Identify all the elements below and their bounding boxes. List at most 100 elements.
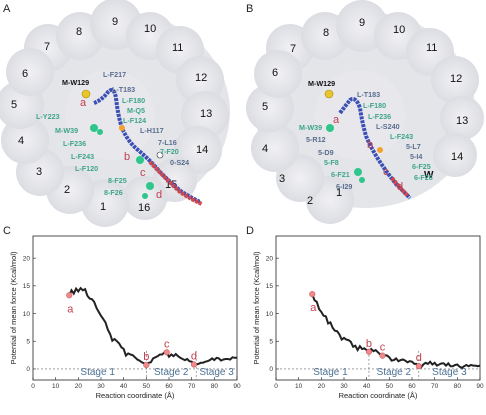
residue-label: M-W39 — [299, 123, 322, 132]
pathway-point-marker — [415, 363, 422, 370]
pathway-letter: a — [80, 97, 87, 109]
x-tick-label: 10 — [295, 383, 303, 390]
helix-number: 1 — [100, 201, 106, 213]
stage-label: Stage 3 — [432, 367, 467, 378]
residue-bead — [326, 124, 334, 132]
y-tick-label: 0 — [269, 366, 273, 373]
pathway-letters-a: a b c d — [80, 97, 162, 201]
residue-label: 8-F25 — [108, 176, 127, 185]
helix-number: 12 — [450, 73, 462, 85]
residue-label: M-W39 — [55, 126, 78, 135]
panel-letter-b: B — [246, 3, 253, 15]
pmf-chart-d: 0 10 20 30 40 50 60 70 80 90 0 5 10 15 20 Stage 1 Stage … — [252, 235, 484, 400]
pathway-point-label: c — [380, 342, 386, 354]
pathway-point-label: a — [67, 303, 74, 315]
residue-label: L-Y223 — [36, 112, 60, 121]
pathway-trace-exit — [148, 160, 203, 206]
pathway-trace-exit — [390, 176, 410, 198]
residue-label: L-F243 — [71, 152, 94, 161]
residue-bead — [354, 168, 362, 176]
helix-number: 4 — [262, 143, 268, 155]
protein-complex-b — [246, 0, 484, 224]
stage-label: Stage 3 — [199, 367, 234, 378]
helix-disc — [440, 96, 484, 140]
residue-label: 6-F25 — [412, 162, 431, 171]
x-tick-label: 60 — [408, 383, 416, 390]
pathway-point-label: d — [416, 352, 422, 364]
x-tick-label: 30 — [97, 383, 105, 390]
pathway-letters-b: a b c d — [333, 114, 403, 193]
helix-number: 7 — [290, 43, 296, 55]
pathway-point-label: a — [310, 302, 317, 314]
plot-frame — [32, 235, 238, 381]
x-tick-label: 30 — [340, 383, 348, 390]
helix-number: 8 — [76, 26, 82, 38]
helix-number: 14 — [451, 151, 463, 163]
plot-frame — [275, 235, 481, 381]
panel-letter-c: C — [3, 225, 11, 237]
residue-bead — [142, 193, 148, 199]
panel-a: A 7 8 9 10 11 12 — [0, 0, 230, 227]
stage-label: Stage 2 — [377, 367, 412, 378]
helix-disc — [6, 48, 54, 96]
pathway-letter: b — [367, 139, 373, 151]
helix-numbers-a: 7 8 9 10 11 12 13 14 15 16 1 2 3 4 5 6 — [11, 16, 212, 214]
x-tick-label: 70 — [188, 383, 196, 390]
residue-label: L-F180 — [122, 96, 145, 105]
helix-number: 6 — [272, 67, 278, 79]
x-tick-label: 10 — [52, 383, 60, 390]
helix-number: 4 — [18, 135, 24, 147]
helix-disc — [1, 116, 49, 164]
helix-number: 1 — [336, 187, 342, 199]
y-tick-label: 20 — [23, 255, 31, 262]
residue-bead — [136, 156, 144, 164]
pathway-point-marker — [379, 352, 386, 359]
helix-number: 2 — [307, 195, 313, 207]
pathway-letter: a — [333, 114, 340, 126]
residue-label: L-S240 — [376, 122, 400, 131]
pathway-point-marker — [309, 291, 316, 298]
residue-label: M-Q5 — [127, 106, 145, 115]
x-tick-label: 20 — [75, 383, 83, 390]
helix-disc — [433, 133, 477, 177]
ligand-label: M-W129 — [308, 79, 335, 88]
pathway-point-marker — [163, 349, 170, 356]
residue-label: 5-I4 — [410, 152, 422, 161]
pathway-point-label: c — [164, 338, 170, 350]
residue-label: L-H117 — [140, 126, 164, 135]
x-tick-label: 90 — [476, 383, 484, 390]
residue-label: 8-F26 — [104, 188, 123, 197]
pmf-line — [68, 286, 237, 367]
x-tick-label: 90 — [233, 383, 241, 390]
residue-bead — [90, 124, 98, 132]
x-axis-title: Reaction coordinate (Å) — [339, 391, 418, 400]
helix-disc — [176, 56, 224, 104]
helix-number: 10 — [393, 24, 405, 36]
pathway-point-marker — [66, 292, 73, 299]
pathway-bead — [119, 125, 125, 131]
panel-b: B 7 8 9 10 11 12 13 14 W — [246, 0, 484, 224]
pathway-point-label: b — [143, 351, 149, 363]
residue-label: 6-F21 — [331, 170, 350, 179]
residue-label: L-F236 — [368, 112, 391, 121]
ligand-b: M-W129 — [308, 79, 335, 99]
residue-label: L-T183 — [357, 90, 380, 99]
ligand-marker — [81, 89, 91, 99]
panel-letter-a: A — [3, 3, 11, 15]
residue-label: L-F236 — [63, 139, 86, 148]
x-tick-label: 60 — [165, 383, 173, 390]
pathway-letter: c — [383, 166, 389, 178]
helix-number: 14 — [196, 144, 208, 156]
residue-label: 6-I29 — [336, 182, 352, 191]
helix-disc — [251, 124, 299, 172]
y-tick-label: 5 — [26, 339, 30, 346]
x-tick-label: 0 — [31, 383, 35, 390]
residue-label: 0-S24 — [170, 158, 189, 167]
helix-number: 9 — [359, 17, 365, 29]
helix-number: 8 — [323, 27, 329, 39]
pmf-line — [311, 293, 481, 369]
residue-label: 7-L16 — [158, 138, 177, 147]
y-tick-label: 15 — [266, 283, 274, 290]
helix-number: 7 — [44, 41, 50, 53]
